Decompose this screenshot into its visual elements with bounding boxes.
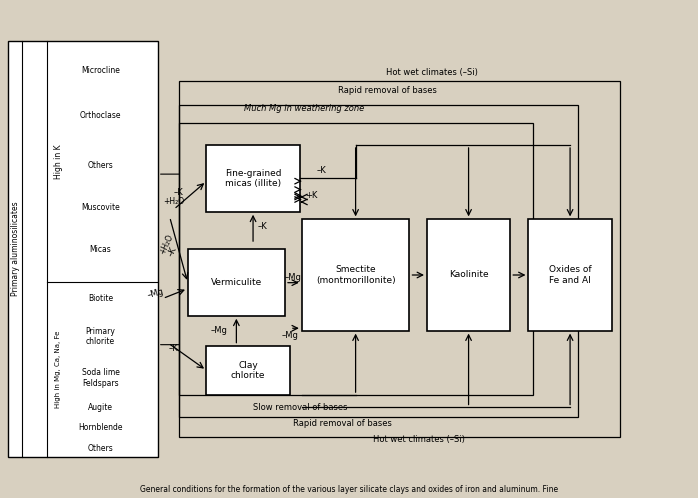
Text: Hot wet climates (–Si): Hot wet climates (–Si) [387,68,478,77]
Text: Rapid removal of bases: Rapid removal of bases [292,419,392,428]
Text: Soda lime
Feldspars: Soda lime Feldspars [82,368,119,387]
Text: Others: Others [87,444,113,453]
FancyBboxPatch shape [302,219,410,331]
Text: –Mg: –Mg [146,287,165,300]
FancyBboxPatch shape [207,145,300,212]
Text: Micas: Micas [89,245,112,253]
Text: Slow removal of bases: Slow removal of bases [253,403,348,412]
Text: Primary
chlorite: Primary chlorite [86,327,115,346]
Text: Oxides of
Fe and Al: Oxides of Fe and Al [549,265,591,285]
Text: High in Mg, Ca, Na, Fe: High in Mg, Ca, Na, Fe [55,331,61,408]
Text: –Mg: –Mg [211,326,228,335]
Text: –Mg: –Mg [285,273,302,282]
Text: Kaolinite: Kaolinite [449,270,489,279]
Text: High in K: High in K [54,144,63,179]
Text: Clay
chlorite: Clay chlorite [231,361,265,380]
FancyBboxPatch shape [528,219,611,331]
Text: Biotite: Biotite [88,294,113,303]
Text: Much Mg in weathering zone: Much Mg in weathering zone [244,105,364,114]
Text: –K: –K [169,344,179,353]
FancyBboxPatch shape [207,346,290,395]
Text: Rapid removal of bases: Rapid removal of bases [338,86,437,95]
Text: General conditions for the formation of the various layer silicate clays and oxi: General conditions for the formation of … [140,485,558,494]
Text: Muscovite: Muscovite [81,203,120,212]
Text: –K: –K [174,188,184,197]
Text: –K: –K [258,222,267,231]
Text: +H₂O: +H₂O [158,233,175,255]
FancyBboxPatch shape [8,41,158,457]
Text: –K: –K [316,166,326,175]
Text: Microcline: Microcline [81,66,120,75]
Text: Augite: Augite [88,402,113,411]
Text: –Mg: –Mg [281,331,298,340]
Text: +H₂O: +H₂O [163,197,184,207]
Text: Others: Others [87,161,113,170]
Text: –K: –K [166,245,179,258]
Text: +K: +K [305,191,318,200]
FancyBboxPatch shape [188,249,285,316]
Text: Smectite
(montmorillonite): Smectite (montmorillonite) [315,265,396,285]
Text: Fine-grained
micas (illite): Fine-grained micas (illite) [225,169,282,188]
Text: Primary aluminosilicates: Primary aluminosilicates [10,202,20,296]
Text: Hornblende: Hornblende [78,423,123,432]
FancyBboxPatch shape [427,219,510,331]
Text: Vermiculite: Vermiculite [211,278,262,287]
Text: Hot wet climates (–Si): Hot wet climates (–Si) [373,435,464,444]
Text: Orthoclase: Orthoclase [80,112,121,121]
